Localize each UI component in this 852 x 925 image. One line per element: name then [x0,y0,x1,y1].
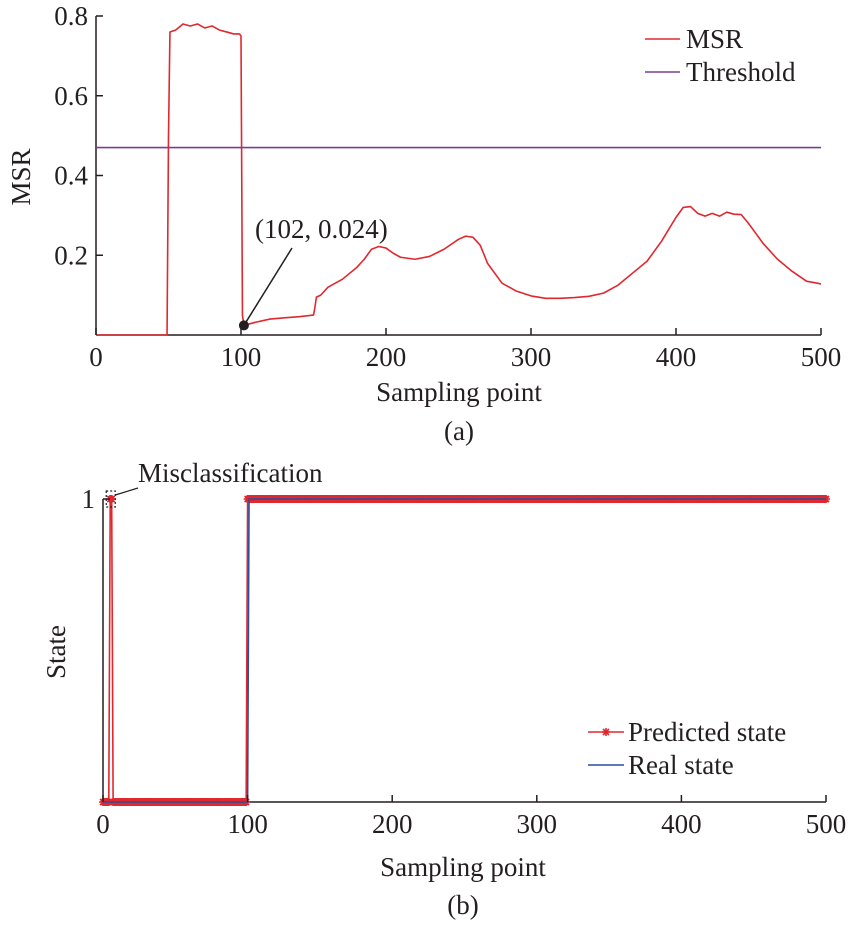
series-real-state-line [103,498,826,803]
panel-b-xlabel: Sampling point [380,852,546,882]
panel-b-ylabel: State [41,625,71,679]
x-tick-label: 500 [801,342,842,372]
panel-a-ylabel: MSR [6,148,36,205]
legend-label: Predicted state [628,717,786,747]
y-tick-label: 0.4 [54,161,88,191]
panel-b-ticks: 0 100 200 300 400 500 1 [82,484,847,839]
y-tick-label: 0.8 [54,1,88,31]
x-tick-label: 400 [661,809,702,839]
panel-b-series [99,495,830,806]
legend-label: MSR [686,24,743,54]
panel-a-ticks: 0 100 200 300 400 500 0.2 0.4 0.6 0.8 [54,1,841,372]
x-tick-label: 100 [227,809,268,839]
x-tick-label: 500 [806,809,847,839]
x-tick-label: 200 [372,809,413,839]
panel-a-caption: (a) [444,416,474,446]
annotation-label: (102, 0.024) [255,214,388,244]
annotation-point-marker [238,320,249,331]
series-predicted-state-line [103,498,826,803]
y-tick-label: 1 [82,484,96,514]
legend-label: Real state [628,750,734,780]
data-point-marker [107,495,116,503]
panel-a: 0 100 200 300 400 500 0.2 0.4 0.6 0.8 (102, 0.024… [6,1,841,446]
panel-a-series [96,23,822,336]
x-tick-label: 200 [366,342,407,372]
panel-a-xlabel: Sampling point [376,377,542,407]
annotation-label: Misclassification [138,458,323,488]
panel-b: 0 100 200 300 400 500 1 Misclassification Pred… [41,458,846,920]
y-tick-label: 0.6 [54,81,88,111]
y-tick-label: 0.2 [54,240,88,270]
panel-b-annotation: Misclassification [105,458,323,508]
x-tick-label: 100 [221,342,262,372]
x-tick-label: 300 [511,342,552,372]
annotation-leader-line [115,487,139,496]
annotation-leader-line [243,247,293,326]
legend-label: Threshold [686,57,796,87]
panel-a-annotation: (102, 0.024) [238,214,388,331]
misclassification-box [105,490,116,508]
panel-b-caption: (b) [447,890,478,920]
x-tick-label: 400 [656,342,697,372]
x-tick-label: 0 [96,809,110,839]
legend-marker [602,728,610,736]
x-tick-label: 300 [517,809,558,839]
series-msr-line [96,23,822,336]
x-tick-label: 0 [89,342,103,372]
